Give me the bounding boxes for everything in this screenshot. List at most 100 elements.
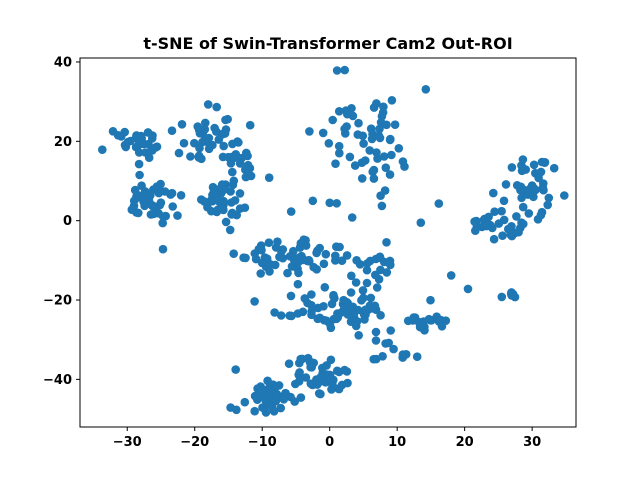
data-point — [285, 251, 295, 261]
data-point — [331, 256, 340, 265]
data-point — [543, 200, 552, 210]
data-point — [426, 295, 435, 305]
data-point — [424, 314, 434, 324]
data-point — [219, 205, 228, 215]
data-point — [321, 249, 331, 259]
data-point — [254, 244, 264, 254]
data-point — [362, 278, 372, 288]
data-point — [390, 120, 400, 129]
data-point — [194, 151, 204, 161]
data-point — [312, 375, 321, 384]
chart-title: t-SNE of Swin-Transformer Cam2 Out-ROI — [143, 34, 512, 53]
data-point — [398, 157, 408, 166]
data-point — [372, 148, 381, 157]
data-point — [326, 355, 336, 365]
data-point — [221, 217, 231, 227]
data-point — [208, 140, 217, 150]
data-point — [332, 66, 342, 75]
data-point — [241, 253, 250, 263]
data-point — [497, 292, 507, 302]
data-point — [347, 104, 356, 113]
data-point — [232, 405, 241, 415]
data-point — [240, 397, 250, 407]
data-point — [307, 307, 316, 316]
data-point — [324, 139, 334, 148]
data-point — [488, 223, 497, 233]
data-point — [304, 255, 314, 265]
data-point — [152, 182, 162, 191]
data-point — [354, 331, 364, 340]
data-point — [331, 159, 340, 168]
data-point — [277, 247, 286, 256]
data-point — [293, 309, 303, 318]
data-point — [332, 314, 341, 324]
data-point — [371, 270, 380, 280]
data-point — [264, 238, 274, 247]
data-point — [139, 197, 148, 207]
data-point — [332, 199, 342, 208]
data-point — [286, 291, 296, 301]
data-point — [380, 186, 390, 195]
data-point — [225, 225, 235, 235]
plot-frame — [79, 57, 577, 428]
data-point — [401, 350, 411, 359]
data-point — [158, 244, 168, 254]
data-point — [285, 311, 295, 321]
data-point — [305, 127, 314, 136]
data-point — [199, 197, 209, 206]
data-point — [328, 115, 338, 125]
data-point — [376, 311, 385, 320]
data-point — [261, 396, 271, 405]
data-point — [134, 159, 144, 169]
x-tick-label: −20 — [180, 435, 209, 450]
data-point — [525, 189, 534, 198]
data-point — [143, 128, 153, 137]
data-point — [334, 141, 344, 151]
data-point — [354, 118, 363, 128]
data-point — [223, 114, 232, 124]
data-point — [294, 268, 303, 278]
data-point — [325, 198, 335, 208]
data-point — [385, 256, 395, 266]
data-point — [387, 150, 396, 160]
data-point — [512, 212, 521, 221]
y-tick-label: −40 — [43, 373, 72, 388]
data-point — [409, 313, 419, 322]
data-point — [131, 142, 141, 152]
data-point — [212, 102, 221, 112]
data-point — [337, 256, 347, 266]
data-point — [243, 160, 253, 170]
data-point — [201, 118, 210, 128]
data-point — [235, 204, 245, 213]
data-point — [318, 363, 327, 373]
data-point — [358, 286, 368, 295]
data-point — [211, 193, 220, 202]
data-point — [499, 215, 509, 225]
data-point — [369, 103, 379, 112]
data-point — [134, 208, 143, 218]
data-point — [335, 242, 344, 252]
data-point — [265, 267, 274, 276]
y-tick-label: 20 — [54, 135, 72, 150]
data-point — [313, 303, 323, 313]
data-point — [279, 395, 289, 404]
y-tick-label: 0 — [63, 214, 72, 229]
data-point — [322, 316, 331, 326]
data-point — [369, 165, 379, 175]
data-point — [314, 389, 324, 398]
data-point — [219, 141, 228, 151]
data-point — [250, 297, 259, 306]
data-point — [132, 131, 141, 140]
data-point — [270, 308, 279, 317]
data-point — [217, 180, 227, 189]
data-point — [228, 167, 237, 177]
data-point — [263, 376, 272, 386]
data-point — [501, 180, 511, 189]
data-point — [229, 153, 239, 163]
data-point — [283, 268, 292, 278]
data-point — [437, 322, 447, 331]
data-point — [357, 158, 367, 167]
data-point — [371, 327, 381, 337]
data-point — [342, 297, 351, 307]
